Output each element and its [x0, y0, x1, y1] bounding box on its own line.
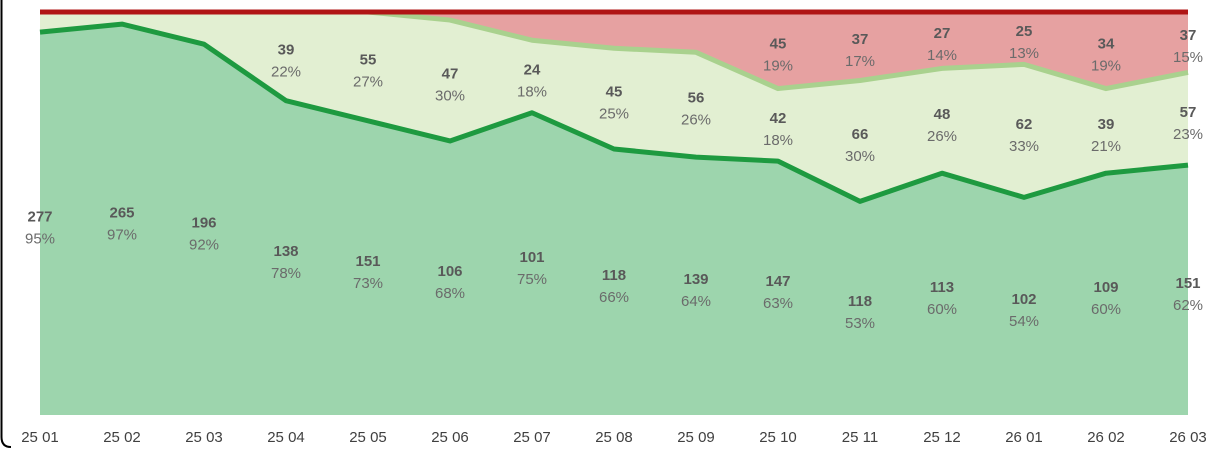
percent-label: 60% [1091, 301, 1121, 318]
x-tick-label: 26 03 [1169, 429, 1207, 446]
area [40, 12, 1188, 202]
count-label: 45 [606, 84, 623, 101]
count-label: 24 [524, 61, 541, 78]
percent-label: 25% [599, 106, 629, 123]
percent-label: 54% [1009, 313, 1039, 330]
x-tick-label: 25 12 [923, 429, 961, 446]
count-label: 113 [930, 279, 954, 296]
percent-label: 73% [353, 275, 383, 292]
percent-label: 53% [845, 315, 875, 332]
count-label: 277 [27, 209, 52, 226]
percent-label: 17% [845, 53, 875, 70]
x-tick-label: 25 11 [842, 429, 878, 446]
count-label: 138 [273, 243, 298, 260]
percent-label: 95% [25, 231, 55, 248]
count-label: 37 [1180, 27, 1197, 44]
count-label: 37 [852, 31, 869, 48]
count-label: 66 [852, 126, 869, 143]
percent-label: 22% [271, 63, 301, 80]
count-label: 106 [437, 263, 462, 280]
x-tick-label: 25 04 [267, 429, 305, 446]
percent-label: 26% [681, 112, 711, 129]
x-tick-label: 25 01 [21, 429, 59, 446]
count-label: 34 [1098, 35, 1115, 52]
count-label: 265 [109, 205, 134, 222]
lines [39, 9, 1189, 204]
count-label: 118 [602, 267, 626, 284]
x-tick-label: 25 08 [595, 429, 633, 446]
areas [40, 12, 1188, 416]
count-label: 39 [1098, 116, 1115, 133]
percent-label: 62% [1173, 297, 1203, 314]
count-label: 62 [1016, 116, 1033, 133]
percent-label: 75% [517, 271, 547, 288]
labels: 277 95% 265 97% 196 92% 138 78% 151 73% 106 68% 101 7… [21, 23, 1207, 446]
count-label: 151 [355, 253, 380, 270]
percent-label: 92% [189, 237, 219, 254]
percent-label: 64% [681, 293, 711, 310]
count-label: 55 [360, 51, 377, 68]
count-label: 151 [1175, 275, 1200, 292]
x-tick-label: 26 02 [1087, 429, 1125, 446]
count-label: 25 [1016, 23, 1033, 40]
percent-label: 15% [1173, 49, 1203, 66]
count-label: 42 [770, 110, 787, 127]
count-label: 147 [765, 273, 790, 290]
percent-label: 14% [927, 47, 957, 64]
count-label: 27 [934, 25, 951, 42]
percent-label: 68% [435, 285, 465, 302]
area [40, 12, 1188, 89]
percent-label: 63% [763, 295, 793, 312]
count-label: 57 [1180, 104, 1197, 121]
x-tick-label: 25 03 [185, 429, 223, 446]
x-tick-label: 26 01 [1005, 429, 1043, 446]
percent-label: 26% [927, 128, 957, 145]
percent-label: 78% [271, 265, 301, 282]
x-tick-label: 25 09 [677, 429, 715, 446]
x-tick-label: 25 05 [349, 429, 387, 446]
percent-label: 13% [1009, 45, 1039, 62]
count-label: 56 [688, 90, 705, 107]
x-tick-label: 25 02 [103, 429, 141, 446]
percent-label: 33% [1009, 138, 1039, 155]
percent-label: 18% [763, 132, 793, 149]
count-label: 118 [848, 293, 872, 310]
percent-label: 66% [599, 289, 629, 306]
x-tick-label: 25 06 [431, 429, 469, 446]
percent-label: 30% [845, 148, 875, 165]
count-label: 139 [683, 271, 708, 288]
percent-label: 19% [763, 57, 793, 74]
percent-label: 23% [1173, 126, 1203, 143]
percent-label: 30% [435, 87, 465, 104]
area [40, 24, 1188, 416]
count-label: 48 [934, 106, 951, 123]
count-label: 196 [191, 215, 216, 232]
count-label: 47 [442, 65, 459, 82]
percent-label: 21% [1091, 138, 1121, 155]
percent-label: 18% [517, 83, 547, 100]
percent-label: 97% [107, 227, 137, 244]
x-tick-label: 25 10 [759, 429, 797, 446]
percent-label: 60% [927, 301, 957, 318]
percent-label: 19% [1091, 57, 1121, 74]
series-line [39, 21, 1189, 204]
x-tick-label: 25 07 [513, 429, 551, 446]
frame-edge [0, 0, 12, 448]
count-label: 101 [519, 249, 544, 266]
percent-label: 27% [353, 73, 383, 90]
count-label: 45 [770, 35, 787, 52]
count-label: 102 [1011, 291, 1036, 308]
count-label: 109 [1093, 279, 1118, 296]
count-label: 39 [278, 41, 295, 58]
